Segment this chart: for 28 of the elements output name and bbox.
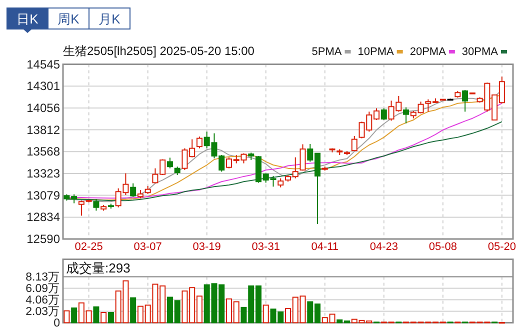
y-tick-label: 13079 xyxy=(26,188,60,202)
chart-title: 生猪2505[lh2505] 2025-05-20 15:00 xyxy=(63,44,255,58)
y-tick-label: 0 xyxy=(54,318,60,329)
x-tick-label: 04-23 xyxy=(370,241,398,253)
y-tick-label: 12834 xyxy=(26,210,60,224)
x-tick-label: 03-07 xyxy=(134,241,162,253)
y-tick-label: 13323 xyxy=(26,166,60,180)
y-tick-label: 6.09万 xyxy=(26,282,60,296)
x-tick-label: 03-31 xyxy=(252,241,280,253)
y-tick-label: 4.06万 xyxy=(26,294,60,307)
y-tick-label: 13568 xyxy=(26,144,60,159)
legend-label: 5PMA xyxy=(312,46,342,58)
legend-label: 20PMA xyxy=(410,46,447,58)
y-tick-label: 14545 xyxy=(26,57,60,72)
y-tick-label: 2.03万 xyxy=(26,305,60,318)
y-tick-label: 8.13万 xyxy=(26,270,60,284)
legend-label: 10PMA xyxy=(358,46,394,58)
x-tick-label: 05-08 xyxy=(428,241,457,253)
x-tick-label: 02-25 xyxy=(74,241,103,253)
y-tick-label: 12590 xyxy=(26,232,60,246)
y-tick-label: 14056 xyxy=(26,100,60,115)
y-tick-label: 13812 xyxy=(26,122,60,137)
x-tick-label: 05-20 xyxy=(488,241,516,253)
x-tick-label: 03-19 xyxy=(192,241,221,253)
legend-label: 30PMA xyxy=(462,46,499,58)
x-tick-label: 04-11 xyxy=(311,241,339,253)
chart-title: 成交量:293 xyxy=(66,260,130,276)
y-tick-label: 14301 xyxy=(26,79,60,94)
